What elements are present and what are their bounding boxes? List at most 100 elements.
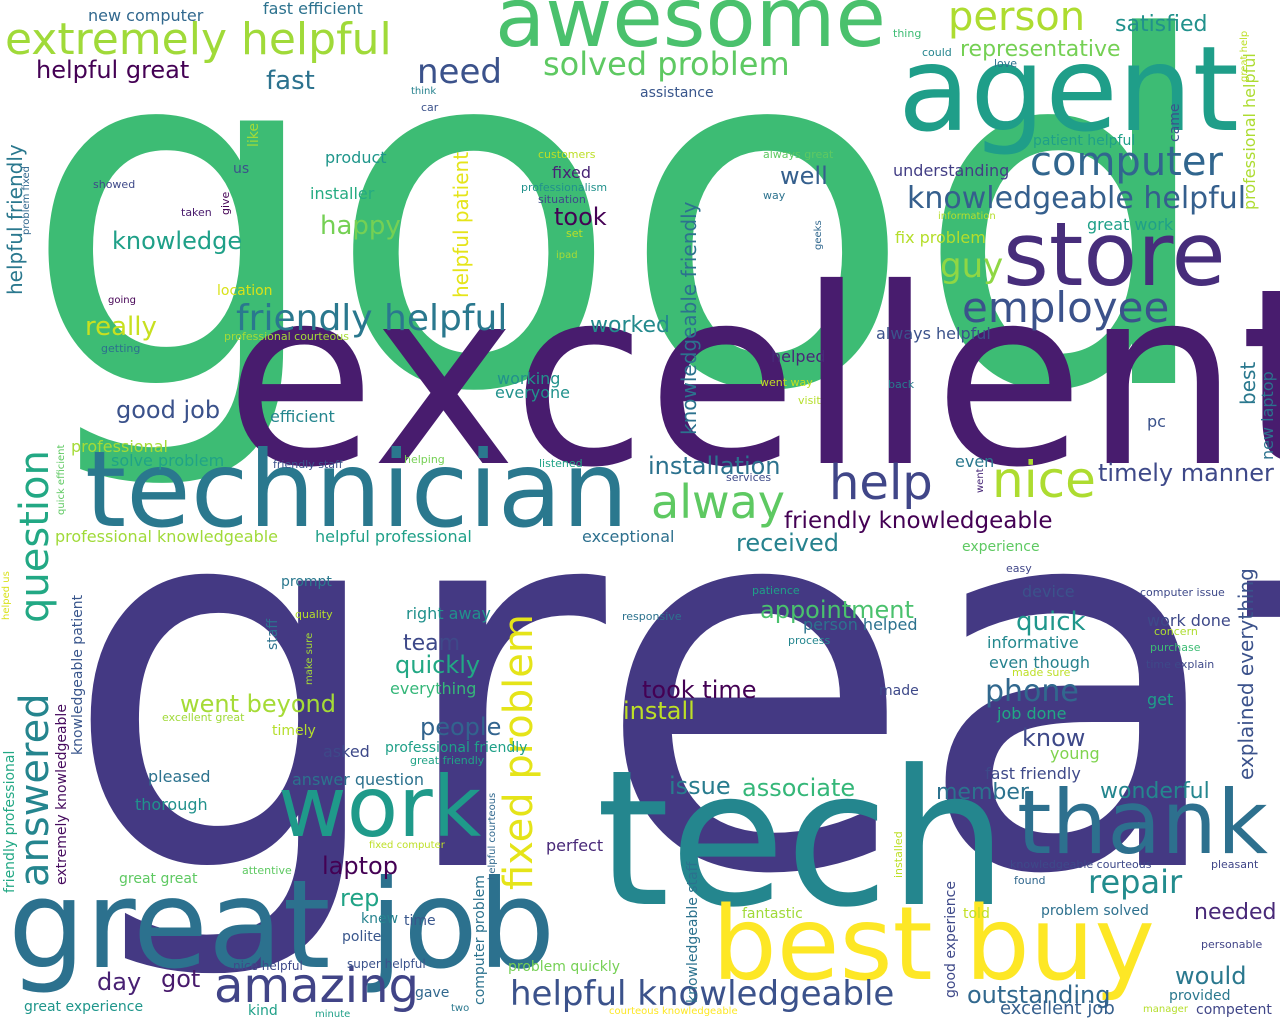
cloud-word: knowledgeable friendly — [677, 201, 701, 435]
cloud-word: professional helpful — [1240, 53, 1259, 210]
cloud-word: young — [1050, 744, 1100, 763]
cloud-word: would — [1175, 962, 1247, 990]
cloud-word: helpful knowledgeable — [510, 974, 895, 1014]
cloud-word: love — [994, 57, 1018, 70]
cloud-word: great work — [1087, 215, 1174, 234]
cloud-word: timely — [272, 723, 316, 739]
cloud-word: extremely knowledgeable — [54, 704, 70, 885]
cloud-word: could — [922, 46, 952, 59]
cloud-word: patience — [752, 584, 800, 597]
cloud-word: knowledge — [112, 227, 243, 255]
cloud-word: solved problem — [543, 45, 790, 83]
cloud-word: professional — [71, 437, 168, 456]
cloud-word: prompt — [281, 574, 332, 590]
cloud-word: provided — [1169, 988, 1231, 1004]
cloud-word: good experience — [943, 881, 959, 998]
cloud-word: back — [888, 378, 915, 391]
cloud-word: everything — [390, 679, 477, 698]
cloud-word: repair — [1088, 863, 1183, 901]
cloud-word: employee — [962, 283, 1170, 332]
cloud-word: purchase — [1150, 641, 1201, 654]
cloud-word: pc — [1147, 412, 1166, 431]
cloud-word: great job — [8, 854, 556, 996]
cloud-word: always great — [763, 148, 834, 161]
cloud-word: fast friendly — [985, 764, 1081, 783]
cloud-word: knowledgeable staff — [685, 861, 701, 1003]
cloud-word: agent — [898, 20, 1239, 158]
cloud-word: outstanding — [967, 981, 1111, 1009]
cloud-word: location — [217, 283, 273, 299]
cloud-word: person helped — [803, 615, 918, 634]
cloud-word: awesome — [495, 0, 886, 66]
cloud-word: informative — [987, 633, 1079, 652]
cloud-word: extremely helpful — [5, 14, 392, 65]
cloud-word: working — [497, 369, 561, 388]
cloud-word: people — [420, 713, 502, 741]
cloud-word: thing — [893, 27, 922, 40]
cloud-word: helped us — [1, 571, 12, 620]
cloud-word: good job — [116, 396, 221, 424]
cloud-word: device — [1022, 582, 1075, 601]
cloud-word: responsive — [622, 610, 682, 623]
cloud-word: knew — [361, 911, 399, 927]
cloud-word: technician — [85, 429, 629, 551]
cloud-word: work done — [1147, 611, 1231, 630]
cloud-word: helping — [404, 453, 445, 466]
cloud-word: answered — [12, 693, 58, 887]
cloud-word: work — [278, 758, 482, 856]
cloud-word: kind — [248, 1003, 278, 1019]
cloud-word: alway — [651, 475, 786, 529]
cloud-word: day — [97, 968, 142, 996]
cloud-word: timely manner — [1098, 459, 1274, 487]
cloud-word: quick efficient — [56, 444, 67, 515]
cloud-word: perfect — [546, 836, 604, 855]
cloud-word: information — [938, 211, 996, 222]
cloud-word: get — [1147, 690, 1174, 709]
cloud-word: great — [62, 382, 1280, 988]
cloud-word: wonderful — [1100, 779, 1210, 804]
cloud-word: make sure — [304, 632, 315, 685]
cloud-word: solve problem — [111, 451, 225, 470]
cloud-word: thorough — [135, 795, 208, 814]
cloud-word: staff — [265, 618, 281, 650]
cloud-word: explained everything — [1234, 568, 1258, 780]
cloud-word: computer issue — [1140, 586, 1225, 599]
cloud-word: installer — [310, 184, 375, 203]
cloud-word: great experience — [24, 999, 144, 1015]
cloud-word: team — [403, 631, 461, 656]
cloud-word: getting — [101, 342, 141, 355]
cloud-word: always helpful — [876, 324, 991, 343]
cloud-word: great friendly — [410, 754, 485, 767]
cloud-word: took — [554, 203, 607, 231]
cloud-word: courteous knowledgeable — [609, 1006, 738, 1017]
cloud-word: showed — [93, 178, 136, 191]
cloud-word: went beyond — [180, 690, 336, 718]
cloud-word: fantastic — [742, 906, 803, 922]
cloud-word: helpful great — [36, 56, 190, 84]
cloud-word: friendly professional — [2, 750, 18, 893]
cloud-word: got — [161, 965, 201, 993]
cloud-word: told — [963, 906, 990, 922]
cloud-word: friendly staff — [273, 458, 343, 471]
cloud-word: situation — [538, 193, 586, 206]
cloud-word: excellent great — [162, 711, 245, 724]
cloud-word: amazing — [214, 958, 420, 1014]
cloud-word: attentive — [242, 864, 292, 877]
cloud-word: professional courteous — [224, 330, 349, 343]
cloud-word: fast efficient — [263, 0, 363, 18]
cloud-word: efficient — [270, 407, 335, 426]
cloud-word: give — [219, 191, 232, 215]
cloud-word: guy — [940, 246, 1004, 286]
cloud-word: asked — [323, 742, 370, 761]
cloud-word: best — [1236, 361, 1260, 405]
cloud-word: us — [233, 161, 250, 177]
cloud-word: quick — [1016, 607, 1086, 637]
cloud-word: made sure — [1012, 666, 1071, 679]
cloud-word: way — [763, 189, 786, 202]
cloud-word: competent — [1196, 1002, 1272, 1018]
cloud-word: car — [421, 101, 439, 114]
cloud-word: fixed — [552, 163, 592, 182]
cloud-word: patient helpful — [1033, 133, 1136, 149]
cloud-word: tech — [596, 730, 1008, 949]
cloud-word: made — [879, 683, 919, 699]
